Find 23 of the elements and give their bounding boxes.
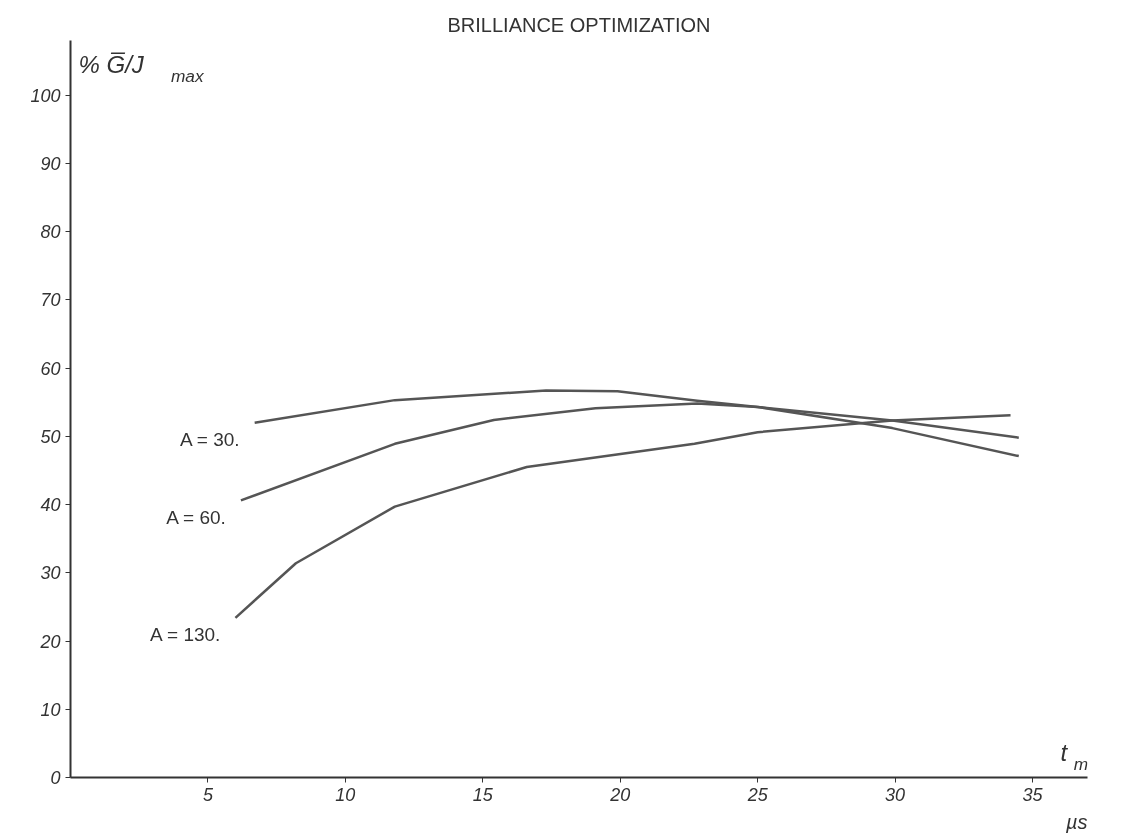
y-tick-label: 40: [40, 495, 61, 516]
y-tick-label: 20: [39, 631, 61, 652]
y-tick-label: 90: [40, 153, 61, 174]
y-tick-label: 50: [40, 426, 61, 447]
y-tick-label: 10: [40, 699, 61, 720]
y-tick-label: 80: [40, 222, 61, 243]
x-tick-label: 5: [202, 784, 214, 805]
x-tick-label: 15: [472, 784, 494, 805]
x-tick-label: 35: [1022, 784, 1044, 805]
y-tick-label: 70: [40, 290, 61, 311]
chart-title: BRILLIANCE OPTIMIZATION: [447, 13, 711, 36]
y-tick-label: 0: [50, 768, 61, 788]
x-tick-label: 25: [746, 784, 769, 805]
x-tick-label: 20: [609, 784, 631, 805]
x-tick-label: 30: [885, 784, 906, 805]
y-tick-label: 60: [40, 358, 61, 379]
series-label: A = 60.: [166, 507, 226, 528]
y-tick-label: 100: [30, 85, 61, 106]
series-label: A = 130.: [150, 624, 221, 646]
series-label: A = 30.: [179, 429, 240, 451]
text: µs: [1064, 810, 1088, 833]
y-tick-label: 30: [40, 563, 61, 584]
x-tick-label: 10: [335, 784, 356, 805]
